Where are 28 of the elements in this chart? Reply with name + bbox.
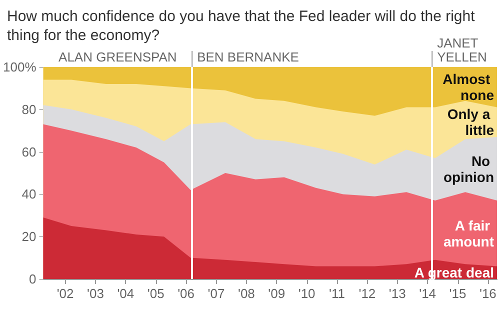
x-tick-label: '08 — [238, 286, 255, 301]
x-tick-label: '05 — [147, 286, 164, 301]
series-label: No opinion — [443, 152, 494, 185]
x-tick-label: '03 — [87, 286, 104, 301]
x-tick-label: '11 — [329, 286, 345, 301]
x-tick-label: '15 — [449, 286, 466, 301]
x-tick-label: '13 — [388, 286, 406, 301]
x-tick-label: '16 — [479, 286, 496, 301]
ref-line-label: JANET YELLEN — [437, 36, 487, 64]
y-tick-label: 60 — [22, 144, 36, 160]
series-label: Almost none — [442, 71, 494, 104]
x-tick-label: '10 — [298, 286, 316, 301]
text: ALAN GREENSPAN — [58, 50, 177, 64]
x-tick-label: '02 — [56, 286, 74, 301]
y-tick-label: 100% — [3, 60, 37, 74]
y-tick-label: 80 — [22, 102, 36, 117]
x-tick-label: '12 — [358, 286, 376, 301]
ref-line-label: BEN BERNANKE — [197, 50, 300, 64]
x-tick-label: '06 — [178, 286, 195, 301]
x-tick-label: '09 — [268, 286, 286, 301]
y-tick-label: 0 — [29, 272, 36, 286]
x-tick-label: '07 — [208, 286, 225, 301]
series-label: A fair amount — [443, 217, 494, 250]
x-tick-label: '04 — [117, 286, 134, 301]
y-tick-label: 40 — [22, 186, 36, 202]
series-label: Only a little — [447, 106, 494, 138]
x-tick-label: '14 — [419, 286, 436, 301]
y-tick-label: 20 — [22, 229, 36, 244]
